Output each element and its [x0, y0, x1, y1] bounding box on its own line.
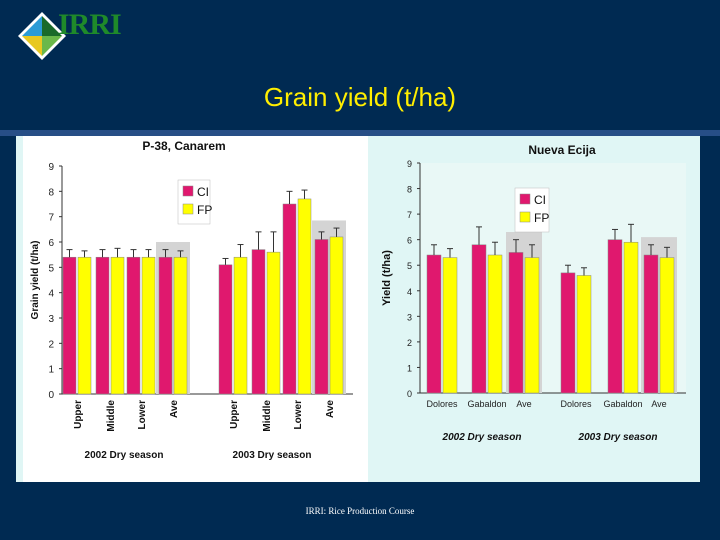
bar-ci	[282, 203, 297, 395]
x-tick-label: Dolores	[426, 399, 458, 409]
y-tick-label: 8	[48, 187, 54, 198]
bar-fp	[329, 236, 344, 395]
bar-ci	[426, 254, 442, 394]
bar-ci	[158, 256, 173, 395]
season-label: 2002 Dry season	[442, 432, 522, 443]
y-tick-label: 4	[48, 289, 54, 300]
y-tick-label: 4	[407, 287, 412, 297]
legend-swatch-ci	[519, 193, 531, 205]
y-tick-label: 1	[48, 365, 54, 376]
charts-panel: P-38, Canarem 0 1 2 3 4 5 6 7 8 9 Grain yield (t/ha…	[16, 136, 700, 482]
season-label: 2003 Dry season	[233, 450, 312, 461]
y-tick-label: 5	[407, 261, 412, 271]
bar-fp	[173, 256, 188, 395]
bar-fp	[233, 256, 248, 395]
bar-ci	[643, 254, 659, 394]
chart-title: Nueva Ecija	[528, 143, 596, 157]
legend-swatch-fp	[182, 203, 194, 215]
y-tick-label: 2	[407, 338, 412, 348]
logo-text: IRRI	[58, 8, 122, 41]
legend-swatch-ci	[182, 185, 194, 197]
bar-fp	[141, 256, 156, 395]
bar-ci	[560, 272, 576, 394]
chart-title: P-38, Canarem	[142, 139, 225, 153]
y-tick-label: 6	[48, 238, 54, 249]
bar-fp	[487, 254, 503, 394]
bar-fp	[442, 257, 458, 394]
bar-ci	[607, 239, 623, 394]
title-divider	[0, 130, 720, 136]
y-tick-label: 9	[48, 162, 54, 173]
slide-title: Grain yield (t/ha)	[263, 82, 457, 112]
bar-fp	[659, 257, 675, 394]
bar-fp	[576, 275, 592, 394]
legend: CI FP	[514, 187, 549, 233]
x-tick-label: Gabaldon	[467, 399, 506, 409]
x-tick-label: Lower	[137, 400, 148, 430]
y-tick-label: 2	[48, 339, 54, 350]
bar-ci	[314, 239, 329, 395]
bar-ci	[126, 256, 141, 395]
y-tick-label: 0	[407, 389, 412, 399]
bar-ci	[251, 249, 266, 395]
y-tick-label: 5	[48, 263, 54, 274]
x-tick-label: Ave	[651, 399, 666, 409]
bar-fp	[297, 198, 312, 395]
legend-label-fp: FP	[197, 203, 212, 217]
chart-nueva-ecija: Nueva Ecija 0 1 2 3 4 5 6 7 8 9 Yield (t/ha) Dolores…	[368, 136, 700, 482]
bar-ci	[218, 264, 233, 395]
legend-label-fp: FP	[534, 211, 549, 225]
y-tick-label: 3	[48, 314, 54, 325]
season-label: 2002 Dry season	[85, 450, 164, 461]
bar-ci	[471, 244, 487, 394]
legend-label-ci: CI	[197, 185, 209, 199]
x-tick-label: Dolores	[560, 399, 592, 409]
x-tick-label: Ave	[169, 400, 180, 418]
y-axis-label: Grain yield (t/ha)	[30, 241, 41, 320]
bar-fp	[266, 251, 281, 395]
x-tick-label: Lower	[293, 400, 304, 430]
x-tick-label: Middle	[262, 400, 273, 432]
bar-ci	[508, 252, 524, 394]
y-tick-label: 1	[407, 363, 412, 373]
bar-ci	[95, 256, 110, 395]
x-tick-label: Ave	[325, 400, 336, 418]
y-tick-label: 3	[407, 312, 412, 322]
y-axis-label: Yield (t/ha)	[381, 250, 393, 306]
legend-swatch-fp	[519, 211, 531, 223]
y-tick-label: 7	[407, 210, 412, 220]
y-tick-label: 9	[407, 159, 412, 169]
season-label: 2003 Dry season	[578, 432, 658, 443]
x-tick-label: Middle	[106, 400, 117, 432]
y-tick-label: 7	[48, 213, 54, 224]
x-tick-label: Upper	[229, 400, 240, 429]
irri-logo	[18, 12, 66, 60]
y-tick-label: 6	[407, 236, 412, 246]
bar-fp	[110, 256, 125, 395]
footer-text: IRRI: Rice Production Course	[305, 506, 415, 516]
legend-label-ci: CI	[534, 193, 546, 207]
bar-fp	[524, 257, 540, 394]
legend: CI FP	[177, 179, 212, 225]
x-tick-label: Ave	[516, 399, 531, 409]
bar-ci	[62, 256, 77, 395]
bar-fp	[623, 241, 639, 394]
y-tick-label: 0	[48, 390, 54, 401]
y-tick-label: 8	[407, 185, 412, 195]
bar-fp	[77, 256, 92, 395]
x-tick-label: Upper	[73, 400, 84, 429]
chart-p38-canarem: P-38, Canarem 0 1 2 3 4 5 6 7 8 9 Grain yield (t/ha…	[23, 136, 368, 482]
x-tick-label: Gabaldon	[603, 399, 642, 409]
